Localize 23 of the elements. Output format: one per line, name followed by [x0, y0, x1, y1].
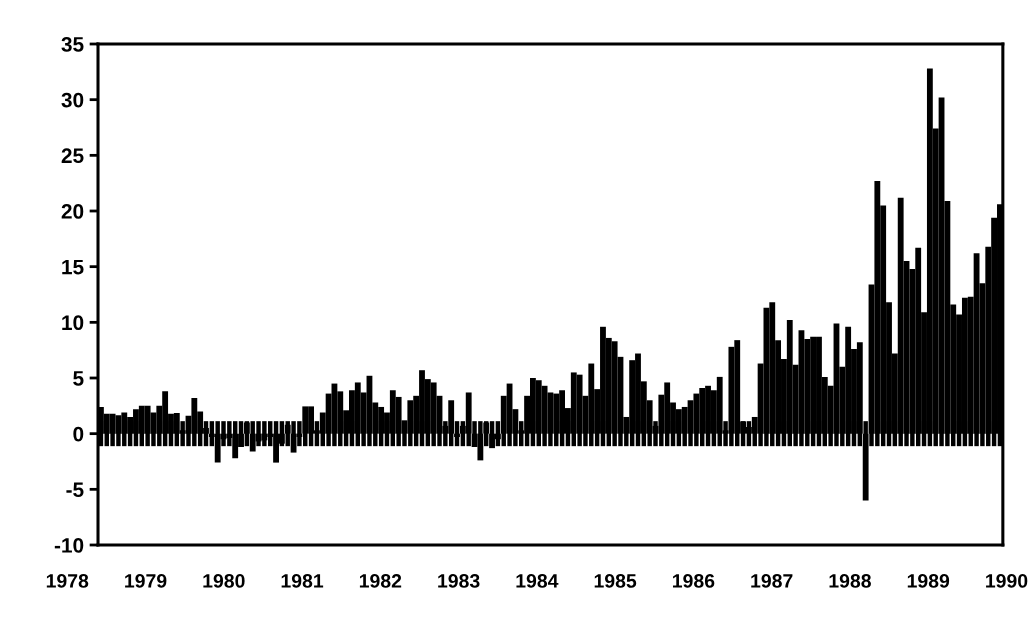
text: 1987	[751, 574, 793, 588]
y-tick-label: -5	[66, 482, 84, 498]
text: 1989	[907, 574, 950, 588]
y-tick-label: 35	[61, 37, 84, 52]
text: 1986	[672, 574, 715, 588]
text: 1978	[46, 574, 89, 588]
text: 1988	[829, 574, 871, 588]
y-tick-label: 15	[62, 259, 84, 275]
text: 1984	[516, 574, 559, 588]
y-tick-label: 10	[62, 315, 84, 331]
text: 1990	[986, 574, 1028, 588]
text: 1980	[203, 574, 245, 588]
text: 1981	[281, 574, 324, 588]
y-tick-label: 30	[61, 92, 84, 108]
y-tick-label: 20	[61, 204, 84, 219]
y-tick-label: 5	[73, 371, 84, 386]
y-tick-label: -10	[54, 538, 84, 553]
text: 1985	[594, 574, 637, 588]
text: 1982	[359, 574, 402, 588]
y-tick-label: 25	[61, 148, 84, 164]
text: 1979	[125, 574, 167, 588]
y-tick-label: 0	[73, 426, 84, 442]
text: 1983	[438, 574, 480, 588]
